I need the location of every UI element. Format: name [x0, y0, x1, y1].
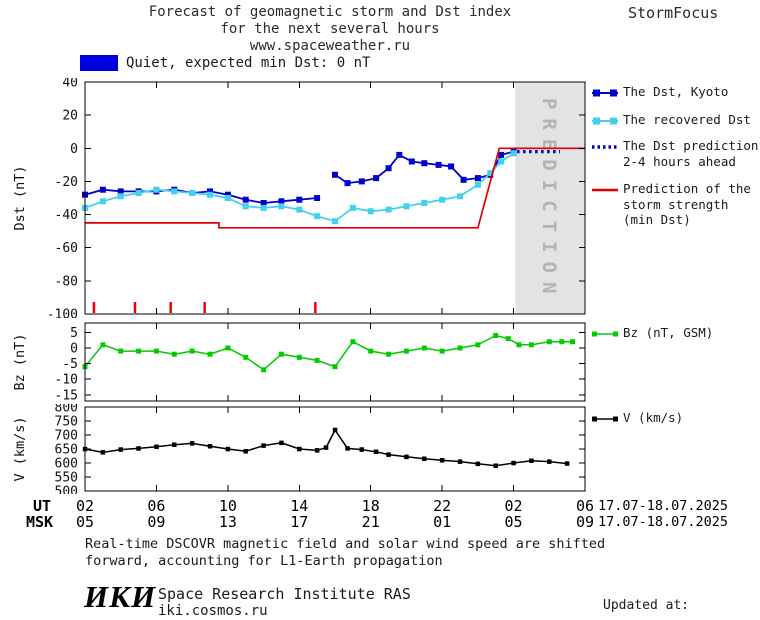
- svg-text:PREDICTION: PREDICTION: [538, 98, 560, 302]
- legend-label-dst-prediction-2: 2-4 hours ahead: [623, 153, 736, 169]
- msk-date-range: 17.07-18.07.2025: [598, 514, 729, 530]
- svg-text:-100: -100: [47, 308, 78, 319]
- ut-tick-label: 18: [361, 497, 380, 515]
- footer-note-line-2: forward, accounting for L1-Earth propaga…: [85, 553, 443, 569]
- status-label: Quiet, expected min Dst: 0 nT: [126, 55, 371, 71]
- dst-axis-label: Dst (nT): [12, 165, 28, 231]
- bz-swatch-icon: [592, 331, 618, 337]
- svg-text:-20: -20: [55, 175, 78, 190]
- svg-text:-5: -5: [62, 357, 78, 372]
- bz-axis-label: Bz (nT): [12, 333, 28, 391]
- svg-text:0: 0: [70, 341, 78, 356]
- msk-tick-label: 09: [147, 513, 166, 531]
- legend-item-v: V (km/s): [592, 410, 760, 426]
- brand-stormfocus: StormFocus: [628, 4, 719, 22]
- svg-text:20: 20: [62, 109, 78, 124]
- iki-url: iki.cosmos.ru: [158, 603, 268, 619]
- svg-text:-80: -80: [55, 274, 78, 289]
- v-swatch-icon: [592, 416, 618, 422]
- svg-text:600: 600: [55, 457, 78, 472]
- title-line-1: Forecast of geomagnetic storm and Dst in…: [148, 4, 512, 20]
- ut-tick-label: 06: [147, 497, 166, 515]
- dst-chart: PREDICTION 40 20 0 -20 -40 -60 -80 -100: [47, 78, 586, 319]
- legend-item-bz: Bz (nT, GSM): [592, 325, 760, 341]
- ut-tick-label: 02: [504, 497, 523, 515]
- msk-tick-label: 13: [218, 513, 237, 531]
- institute-name: Space Research Institute RAS: [158, 585, 411, 603]
- ut-tick-label: 06: [575, 497, 595, 515]
- page-title: Forecast of geomagnetic storm and Dst in…: [0, 4, 660, 55]
- recovered-dst-swatch-icon: [592, 117, 618, 125]
- iki-logo: ИКИ: [84, 579, 157, 614]
- svg-text:500: 500: [55, 485, 78, 495]
- svg-text:550: 550: [55, 471, 78, 486]
- footer-note-line-1: Real-time DSCOVR magnetic field and sola…: [85, 536, 606, 552]
- legend-label-dst-kyoto: The Dst, Kyoto: [623, 84, 729, 99]
- msk-tick-label: 21: [361, 513, 380, 531]
- legend-label-recovered-dst: The recovered Dst: [623, 112, 751, 127]
- legend-label-storm-strength-3: (min Dst): [623, 212, 691, 227]
- svg-text:-40: -40: [55, 208, 78, 223]
- ut-tick-label: 02: [75, 497, 95, 515]
- ut-tick-label: 14: [290, 497, 309, 515]
- legend-label-storm-strength-2: storm strength: [623, 196, 729, 212]
- legend-item-storm-strength: Prediction of the storm strength (min Ds…: [592, 181, 760, 228]
- v-axis-label: V (km/s): [12, 416, 28, 482]
- msk-tick-label: 01: [433, 513, 452, 531]
- bz-chart: 50-5-10-15: [55, 322, 586, 403]
- status-row: Quiet, expected min Dst: 0 nT: [80, 55, 370, 71]
- ut-tick-label: 22: [433, 497, 452, 515]
- svg-text:5: 5: [70, 326, 78, 341]
- legend-label-storm-strength-1: Prediction of the: [623, 181, 751, 196]
- updated-label: Updated at:: [603, 598, 690, 613]
- legend-item-dst-prediction: The Dst prediction 2-4 hours ahead: [592, 138, 760, 169]
- spaceweather-url: www.spaceweather.ru: [249, 38, 411, 54]
- updated-block: Updated at: UT 02:05, 18.07.2025 MSK 05:…: [589, 566, 753, 620]
- legend-item-recovered-dst: The recovered Dst: [592, 112, 760, 128]
- legend-label-v: V (km/s): [623, 410, 684, 425]
- msk-label: MSK: [26, 513, 54, 531]
- svg-text:-10: -10: [55, 373, 78, 388]
- svg-text:800: 800: [55, 404, 78, 416]
- storm-strength-swatch-icon: [592, 188, 618, 192]
- ut-tick-label: 10: [218, 497, 237, 515]
- svg-text:-15: -15: [55, 388, 78, 403]
- xaxis-msk-row: MSK 05 09 13 17 21 01 05 09 17.07-18.07.2025: [0, 513, 760, 531]
- title-line-2: for the next several hours: [220, 21, 440, 37]
- ut-label: UT: [33, 497, 52, 515]
- svg-text:0: 0: [70, 142, 78, 157]
- legend-label-bz: Bz (nT, GSM): [623, 325, 714, 340]
- svg-text:40: 40: [62, 78, 78, 91]
- xaxis-ut-row: UT 02 06 10 14 18 22 02 06 17.07-18.07.2025: [0, 497, 760, 515]
- dst-prediction-swatch-icon: [592, 145, 618, 149]
- ut-date-range: 17.07-18.07.2025: [598, 498, 729, 514]
- svg-text:700: 700: [55, 429, 78, 444]
- legend-label-dst-prediction-1: The Dst prediction: [623, 138, 759, 153]
- dst-kyoto-swatch-icon: [592, 89, 618, 97]
- msk-tick-label: 05: [75, 513, 95, 531]
- msk-tick-label: 09: [575, 513, 595, 531]
- svg-text:650: 650: [55, 443, 78, 458]
- status-color-swatch: [80, 55, 118, 71]
- msk-tick-label: 17: [290, 513, 309, 531]
- svg-text:-60: -60: [55, 241, 78, 256]
- legend-item-dst-kyoto: The Dst, Kyoto: [592, 84, 760, 100]
- svg-text:750: 750: [55, 415, 78, 430]
- msk-tick-label: 05: [504, 513, 523, 531]
